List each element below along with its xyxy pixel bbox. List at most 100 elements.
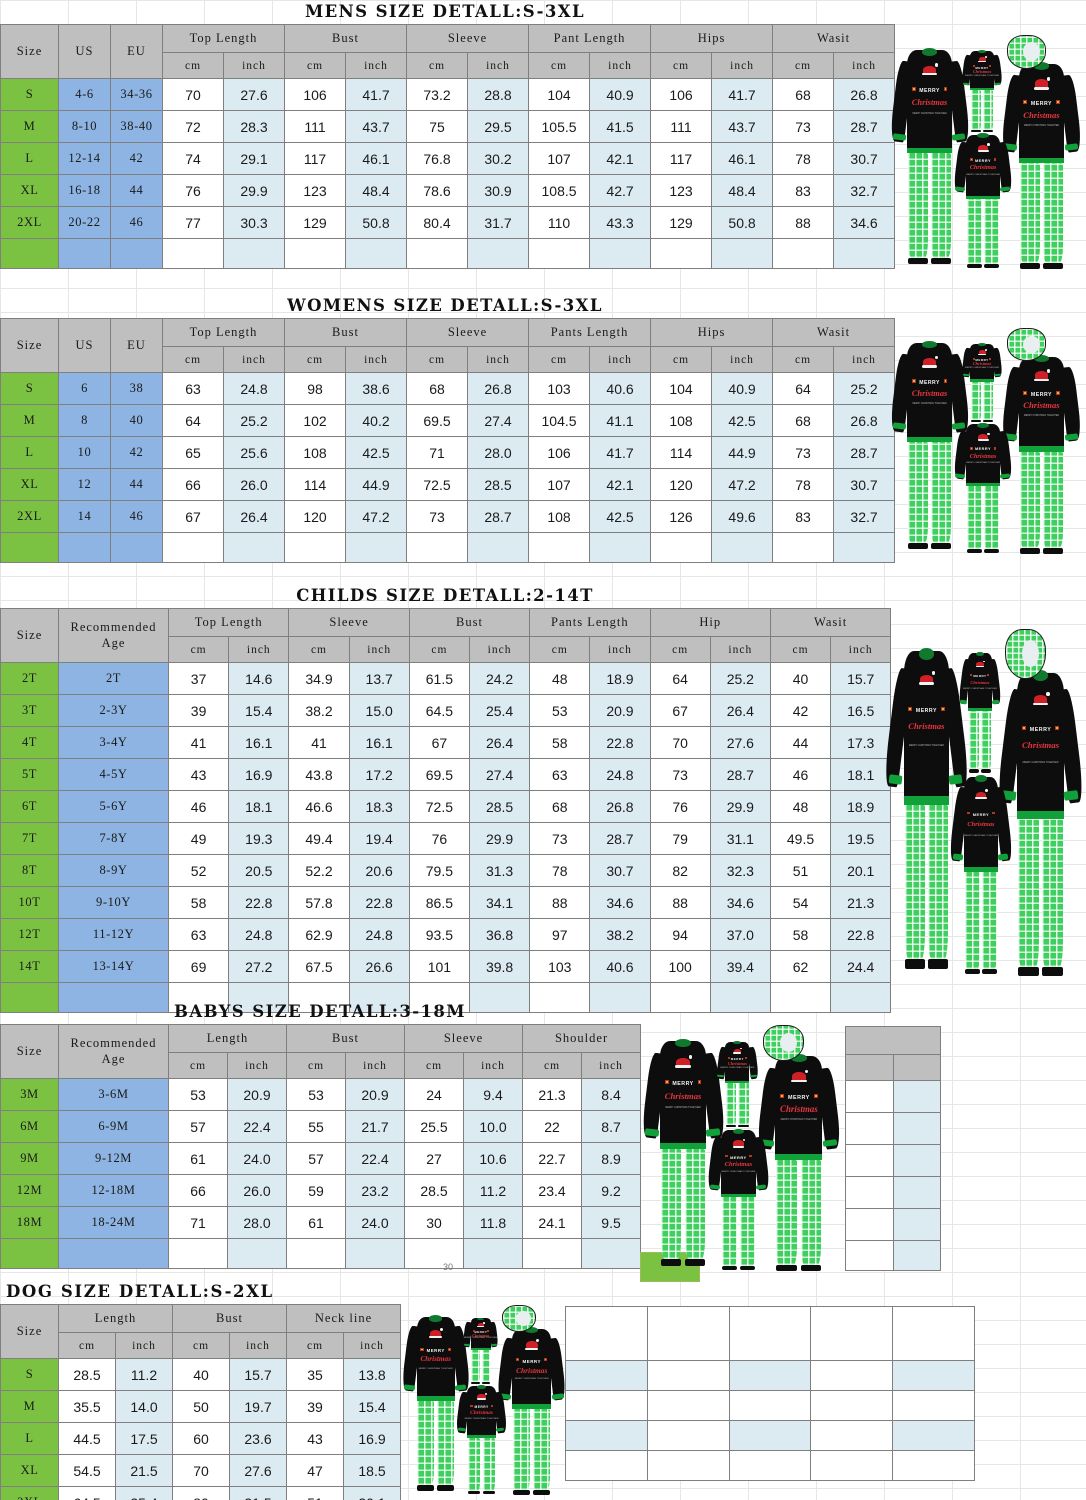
graphic-subtitle-text: MERRY CHRISTMAS TOGETHER — [966, 174, 1001, 176]
value-inch: 25.6 — [222, 436, 286, 469]
santa-hat-pompom — [987, 143, 990, 146]
table-row: S 4-6 34-36 70 27.6 106 41.7 73.2 28.8 104 40.9 106… — [0, 78, 896, 111]
childs-header-recommended-age: Recommended Age — [58, 608, 169, 663]
value-inch: 28.0 — [467, 436, 530, 469]
value-cm: 39 — [286, 1390, 345, 1423]
blank-value-cell — [650, 238, 713, 269]
babys-header-recommended-age: Recommended Age — [58, 1024, 169, 1079]
value-inch: 24.8 — [348, 918, 410, 951]
value-cm: 80.4 — [406, 206, 469, 239]
right-ankle-cuff — [931, 542, 951, 549]
table-row: 2T 2T 37 14.6 34.9 13.7 61.5 24.2 48 18.9 64 25.2 40… — [0, 662, 892, 695]
value-inch: 39.8 — [468, 950, 531, 983]
value-cm: 51 — [286, 1486, 345, 1500]
womens-unit-inch: inch — [467, 346, 530, 373]
value-inch: 30.3 — [222, 206, 286, 239]
womens-unit-cm: cm — [406, 346, 469, 373]
santa-hat — [477, 1323, 484, 1327]
table-row: M 8-10 38-40 72 28.3 111 43.7 75 29.5 105.5 41.5 11… — [0, 110, 896, 143]
graphic-christmas-text: Christmas — [1023, 109, 1060, 120]
value-cm: 61 — [286, 1206, 347, 1239]
pajama-set: MERRY Christmas MERRY CHRISTMAS TOGETHER — [755, 1046, 842, 1271]
blank-value-cell — [404, 1238, 465, 1269]
photo-group-childs: MERRY Christmas MERRY CHRISTMAS TOGETHER ME… — [882, 616, 1086, 986]
graphic-merry-text: MERRY — [919, 379, 940, 386]
table-row: 18M 18-24M 71 28.0 61 24.0 30 11.8 24.1 9.5 — [0, 1206, 642, 1239]
graphic-merry-text: MERRY — [972, 812, 990, 818]
value-inch: 17.5 — [114, 1422, 174, 1455]
value-inch: 15.7 — [830, 662, 892, 695]
gift-box-left — [470, 1404, 473, 1408]
value-inch: 16.1 — [348, 726, 410, 759]
right-pant-leg — [984, 199, 999, 265]
blank-size-cell — [0, 238, 59, 269]
value-cm: 78.6 — [406, 174, 469, 207]
santa-hat-brim — [1033, 378, 1049, 382]
value-cm: 68 — [406, 372, 469, 405]
value-inch: 30.2 — [467, 142, 530, 175]
value-inch: 26.8 — [467, 372, 530, 405]
pajama-set: MERRY Christmas MERRY CHRISTMAS TOGETHER — [961, 47, 1003, 133]
value-inch: 40.6 — [589, 950, 651, 983]
value-inch: 27.2 — [228, 950, 290, 983]
collar — [476, 1384, 487, 1389]
collar — [732, 1128, 745, 1134]
photo-group-dog: MERRY Christmas MERRY CHRISTMAS TOGETHER ME… — [400, 1298, 570, 1500]
left-ankle-cuff — [721, 1265, 737, 1270]
value-inch: 42.5 — [589, 500, 652, 533]
graphic-subtitle-text: MERRY CHRISTMAS TOGETHER — [912, 112, 947, 115]
size-label: L — [0, 142, 59, 175]
santa-hat-pompom — [1046, 77, 1051, 81]
graphic-subtitle-text: MERRY CHRISTMAS TOGETHER — [665, 1107, 701, 1110]
pajama-top — [470, 1318, 491, 1350]
graphic-christmas-text: Christmas — [516, 1365, 548, 1375]
us-size: 8 — [58, 404, 111, 437]
blank-value-cell — [830, 982, 892, 1013]
value-inch: 28.7 — [709, 758, 771, 791]
right-pant-leg — [800, 1159, 822, 1265]
value-inch: 29.9 — [468, 822, 531, 855]
left-pant-leg — [968, 710, 979, 770]
gift-box-right — [544, 1358, 548, 1362]
graphic-subtitle-text: MERRY CHRISTMAS TOGETHER — [1023, 414, 1060, 417]
value-cm: 69.5 — [406, 404, 469, 437]
value-cm: 63 — [167, 918, 230, 951]
childs-header-size: Size — [0, 608, 59, 663]
pajama-set: MERRY Christmas MERRY CHRISTMAS TOGETHER — [961, 340, 1003, 422]
value-cm: 101 — [408, 950, 470, 983]
santa-hat-brim — [918, 681, 934, 685]
value-inch: 8.7 — [581, 1110, 642, 1143]
santa-hat-pompom — [483, 1322, 485, 1324]
left-cuff — [464, 1343, 471, 1347]
pajama-set: MERRY Christmas MERRY CHRISTMAS TOGETHER — [496, 1321, 568, 1495]
value-inch: 13.7 — [348, 662, 410, 695]
value-inch: 16.1 — [228, 726, 290, 759]
babys-group-bust: Bust — [286, 1024, 406, 1053]
dog-unit-inch: inch — [343, 1332, 402, 1359]
value-cm: 104 — [650, 372, 713, 405]
santa-hat-brim — [978, 60, 986, 63]
graphic-merry-text: MERRY — [915, 707, 937, 714]
babys-group-sleeve: Sleeve — [404, 1024, 524, 1053]
blank-value-cell — [581, 1238, 642, 1269]
size-label: 3M — [0, 1078, 59, 1111]
value-inch: 22.8 — [348, 886, 410, 919]
dog-group-bust: Bust — [172, 1304, 288, 1333]
blank-value-cell — [772, 532, 835, 563]
value-cm: 106 — [650, 78, 713, 111]
santa-hat-brim — [975, 797, 987, 800]
value-cm: 44 — [769, 726, 832, 759]
size-label: S — [0, 78, 59, 111]
value-inch: 9.4 — [463, 1078, 524, 1111]
santa-hat — [477, 1393, 486, 1400]
value-cm: 111 — [284, 110, 347, 143]
us-size: 20-22 — [58, 206, 111, 239]
value-inch: 46.1 — [345, 142, 408, 175]
value-inch: 27.6 — [709, 726, 771, 759]
graphic-christmas-text: Christmas — [664, 1090, 702, 1101]
left-pant-leg — [513, 1408, 531, 1490]
value-inch: 46.1 — [711, 142, 774, 175]
hem-band — [775, 1154, 823, 1160]
blank-value-cell — [286, 1238, 347, 1269]
value-cm: 78 — [772, 142, 835, 175]
